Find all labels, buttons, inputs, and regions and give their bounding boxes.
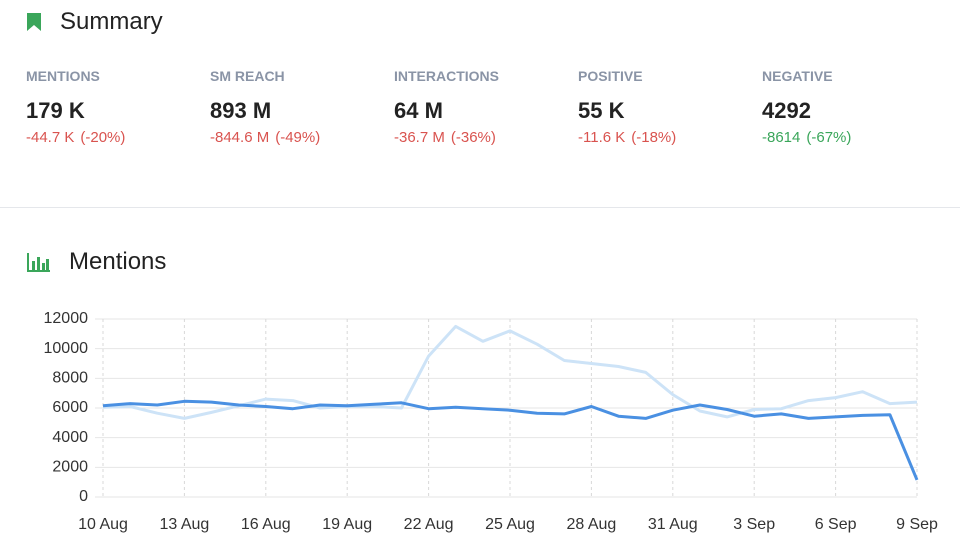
x-tick-label: 22 Aug (404, 516, 454, 533)
metric-value: 179 K (26, 98, 85, 123)
change-value: -844.6 M (210, 129, 270, 146)
x-tick-label: 19 Aug (322, 516, 372, 533)
y-tick-label: 0 (79, 488, 88, 505)
x-tick-label: 31 Aug (648, 516, 698, 533)
summary-title: Summary (60, 8, 163, 35)
change-value: -44.7 K (26, 129, 75, 146)
y-tick-label: 2000 (52, 459, 88, 476)
series-line (102, 399, 919, 481)
change-percent: (-49%) (275, 129, 321, 146)
x-tick-label: 28 Aug (566, 516, 616, 533)
metric-value: 4292 (762, 98, 811, 123)
metric-value: 55 K (578, 98, 625, 123)
metric-label: SM REACH (210, 68, 285, 84)
metric-label: POSITIVE (578, 68, 643, 84)
metric: POSITIVE 55 K -11.6 K (-18%) (578, 68, 758, 146)
x-tick-label: 25 Aug (485, 516, 535, 533)
chart-icon (27, 253, 50, 272)
y-tick-label: 4000 (52, 429, 88, 446)
metric-label: NEGATIVE (762, 68, 833, 84)
metric-label: MENTIONS (26, 68, 100, 84)
change-value: -36.7 M (394, 129, 445, 146)
x-tick-label: 9 Sep (896, 516, 938, 533)
y-tick-label: 12000 (44, 310, 89, 327)
metric-change: -36.7 M (-36%) (394, 129, 574, 146)
metric-label: INTERACTIONS (394, 68, 499, 84)
metric: NEGATIVE 4292 -8614 (-67%) (762, 68, 942, 146)
metric-change: -11.6 K (-18%) (578, 129, 758, 146)
x-tick-label: 3 Sep (733, 516, 775, 533)
y-tick-label: 10000 (44, 340, 89, 357)
change-percent: (-36%) (450, 129, 496, 146)
bookmark-icon (27, 13, 41, 31)
chart-title: Mentions (69, 248, 167, 275)
metric: INTERACTIONS 64 M -36.7 M (-36%) (394, 68, 574, 146)
x-tick-label: 6 Sep (815, 516, 857, 533)
metric: MENTIONS 179 K -44.7 K (-20%) (26, 68, 206, 146)
metric-change: -844.6 M (-49%) (210, 129, 390, 146)
change-percent: (-20%) (80, 129, 126, 146)
metric-change: -8614 (-67%) (762, 129, 942, 146)
divider (0, 207, 960, 208)
y-tick-label: 8000 (52, 370, 88, 387)
x-tick-label: 13 Aug (159, 516, 209, 533)
metric: SM REACH 893 M -844.6 M (-49%) (210, 68, 390, 146)
metric-change: -44.7 K (-20%) (26, 129, 206, 146)
metric-value: 64 M (394, 98, 443, 123)
change-percent: (-18%) (631, 129, 677, 146)
y-tick-label: 6000 (52, 399, 88, 416)
change-percent: (-67%) (806, 129, 852, 146)
change-value: -11.6 K (578, 129, 626, 146)
metric-value: 893 M (210, 98, 272, 123)
x-tick-label: 10 Aug (78, 516, 128, 533)
change-value: -8614 (762, 129, 801, 146)
x-tick-label: 16 Aug (241, 516, 291, 533)
